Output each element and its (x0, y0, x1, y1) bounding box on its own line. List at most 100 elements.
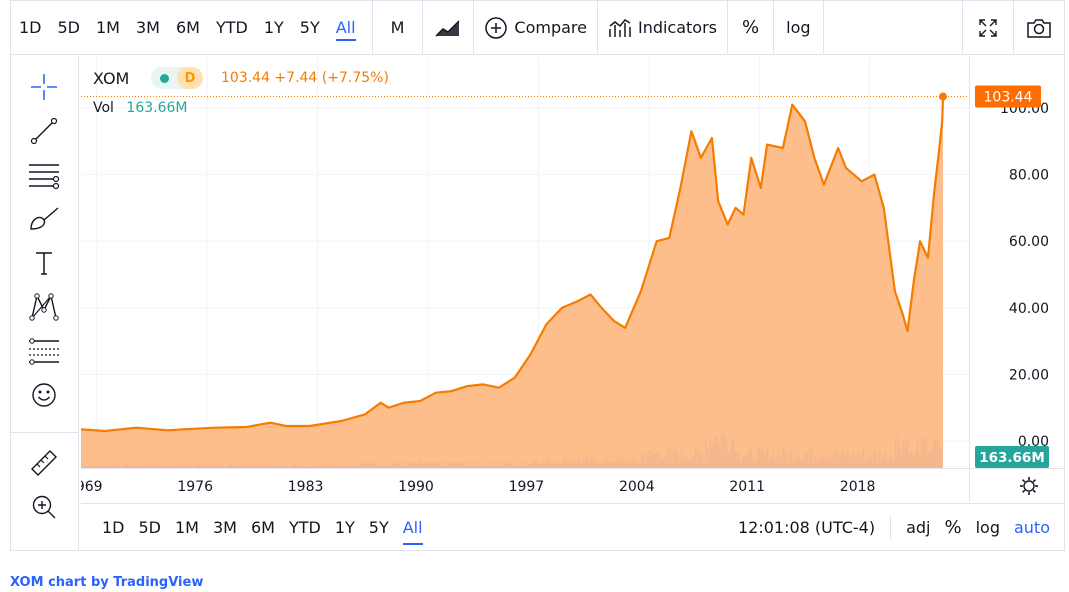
text-tool[interactable] (27, 246, 61, 280)
bottom-range-3m[interactable]: 3M (212, 517, 237, 537)
volume-bar (939, 447, 941, 468)
bottom-range-1m[interactable]: 1M (175, 517, 199, 537)
bottom-range-ytd[interactable]: YTD (288, 517, 321, 537)
settings-gear-icon[interactable] (1020, 477, 1038, 495)
percent-toggle[interactable]: % (944, 516, 962, 538)
volume-bar (495, 463, 497, 468)
indicators-button[interactable]: Indicators (598, 1, 727, 55)
volume-bar (289, 466, 291, 468)
volume-bar (909, 453, 911, 468)
crosshair-tool[interactable] (27, 70, 61, 104)
toolbar-divider (822, 0, 824, 55)
volume-bar (691, 456, 693, 468)
volume-bar (617, 456, 619, 468)
volume-bar (367, 460, 369, 468)
brush-tool[interactable] (27, 202, 61, 236)
fullscreen-button[interactable] (963, 1, 1013, 55)
volume-bar (361, 463, 363, 468)
volume-bar (659, 455, 661, 468)
chart-pane[interactable]: 0.00 20.00 40.00 60.00 80.00 100.00 103.44 163.… (81, 57, 1064, 501)
volume-bar (761, 449, 763, 468)
volume-bar (263, 465, 265, 468)
volume-bar (293, 464, 295, 468)
volume-bar (621, 457, 623, 468)
volume-bar (751, 448, 753, 468)
volume-bar (795, 457, 797, 468)
price-chart[interactable]: 0.0020.0040.0060.0080.00100.00103.44163.… (81, 57, 1064, 501)
range-1d[interactable]: 1D (19, 18, 42, 37)
range-5y[interactable]: 5Y (299, 18, 320, 37)
bottom-range-1d[interactable]: 1D (102, 517, 125, 537)
indicators-label: Indicators (637, 18, 718, 37)
zoom-in-tool[interactable] (27, 490, 61, 524)
volume-bar (353, 463, 355, 468)
volume-bar (191, 466, 193, 468)
volume-bar (737, 452, 739, 468)
volume-bar (493, 465, 495, 468)
range-1y[interactable]: 1Y (263, 18, 284, 37)
percent-button[interactable]: % (742, 17, 760, 38)
bottom-range-all[interactable]: All (396, 504, 430, 551)
volume-bar (399, 461, 401, 468)
volume-bar (321, 465, 323, 468)
fib-retracement-tool[interactable] (27, 158, 61, 192)
emoji-tool[interactable] (27, 378, 61, 412)
volume-bar (305, 466, 307, 468)
volume-bar (765, 453, 767, 468)
attribution-link[interactable]: XOM chart by TradingView (10, 575, 203, 590)
volume-bar (887, 460, 889, 468)
adj-toggle[interactable]: adj (906, 517, 931, 537)
volume-bar (251, 465, 253, 468)
volume-bar (431, 460, 433, 468)
price-line (81, 96, 945, 433)
x-tick-label: 2018 (840, 479, 876, 495)
volume-bar (907, 438, 909, 468)
volume-bar (695, 447, 697, 468)
volume-bar (255, 464, 257, 468)
log-toggle[interactable]: log (975, 517, 1000, 537)
range-3m[interactable]: 3M (135, 18, 160, 37)
volume-bar (109, 465, 111, 468)
plus-circle-icon (484, 16, 508, 40)
range-ytd[interactable]: YTD (215, 18, 248, 37)
volume-bar (611, 461, 613, 468)
bottom-range-6m[interactable]: 6M (250, 517, 275, 537)
volume-bar (651, 450, 653, 468)
prediction-tool[interactable] (27, 334, 61, 368)
volume-bar (811, 447, 813, 468)
volume-bar (343, 465, 345, 468)
range-5d[interactable]: 5D (57, 18, 81, 37)
volume-bar (925, 436, 927, 468)
volume-bar (603, 458, 605, 468)
bottom-range-5y[interactable]: 5Y (368, 517, 389, 537)
snapshot-button[interactable] (1014, 1, 1064, 55)
compare-button[interactable]: Compare (474, 1, 597, 55)
volume-bar (561, 463, 563, 468)
volume-bar (905, 441, 907, 468)
volume-bar (787, 459, 789, 468)
volume-bar (609, 461, 611, 468)
volume-bar (471, 460, 473, 468)
market-status-badge[interactable]: D (151, 67, 203, 89)
volume-bar (849, 454, 851, 468)
volume-bar (821, 458, 823, 468)
range-6m[interactable]: 6M (175, 18, 200, 37)
pattern-tool[interactable] (27, 290, 61, 324)
volume-bar (313, 464, 315, 468)
range-1m[interactable]: 1M (96, 18, 120, 37)
chart-style-button[interactable] (423, 1, 473, 55)
volume-bar (857, 452, 859, 468)
range-all[interactable]: All (328, 1, 364, 55)
measure-tool[interactable] (27, 446, 61, 480)
volume-bar (409, 462, 411, 468)
auto-toggle[interactable]: auto (1013, 517, 1050, 537)
volume-bar (889, 455, 891, 468)
interval-button[interactable]: M (390, 18, 405, 37)
log-button[interactable]: log (786, 18, 811, 37)
volume-bar (181, 464, 183, 468)
timezone-clock[interactable]: 12:01:08 (UTC-4) (737, 517, 876, 537)
volume-bar (277, 464, 279, 468)
bottom-range-5d[interactable]: 5D (138, 517, 162, 537)
trend-line-tool[interactable] (27, 114, 61, 148)
bottom-range-1y[interactable]: 1Y (334, 517, 355, 537)
